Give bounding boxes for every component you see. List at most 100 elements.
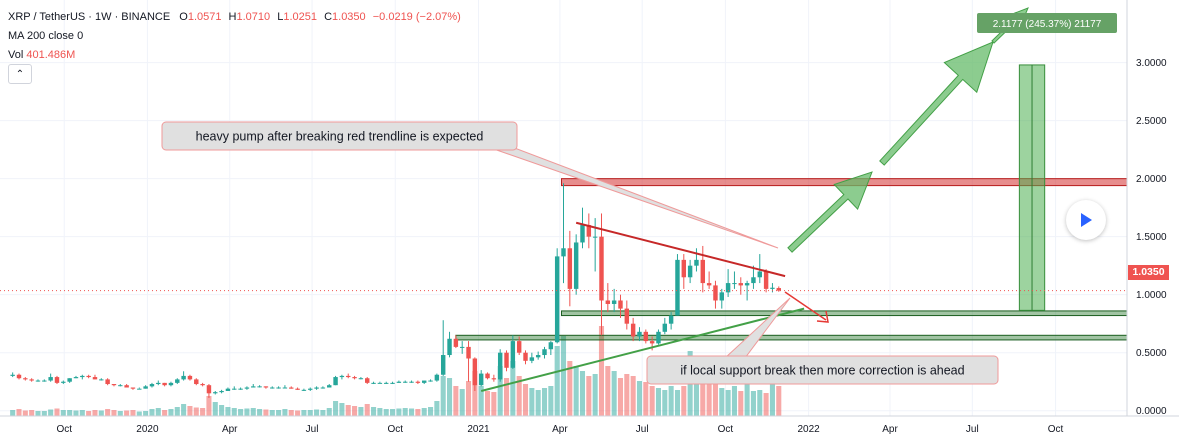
candle-body xyxy=(149,384,155,387)
candle-body xyxy=(447,338,452,356)
volume-bar xyxy=(22,410,28,416)
volume-bar xyxy=(586,376,592,416)
volume-bar xyxy=(447,378,453,416)
last-price-label: 1.0350 xyxy=(1128,265,1169,280)
candle-body xyxy=(301,389,307,391)
candle-body xyxy=(42,380,47,382)
volume-bar xyxy=(731,386,737,416)
volume-bar xyxy=(750,391,756,416)
volume-bar xyxy=(522,384,529,416)
volume-bar xyxy=(250,408,256,416)
high-value: 1.0710 xyxy=(236,11,271,23)
volume-bar xyxy=(314,409,320,416)
volume-bar xyxy=(92,410,98,416)
candle-body xyxy=(738,283,743,286)
measure-projection xyxy=(1018,64,1046,311)
x-tick-label: 2021 xyxy=(467,424,490,435)
volume-bar xyxy=(16,409,22,416)
candle-body xyxy=(466,346,471,359)
candle-body xyxy=(61,381,66,383)
candle-body xyxy=(270,387,275,389)
measure-label: 2.1177 (245.37%) 21177 xyxy=(977,13,1117,33)
candle-body xyxy=(681,259,687,278)
candle-body xyxy=(643,331,649,342)
volume-bar xyxy=(143,411,149,416)
volume-bar xyxy=(605,366,611,416)
candle-body xyxy=(187,375,193,380)
candle-body xyxy=(421,380,427,383)
candle-body xyxy=(668,315,674,324)
candle-body xyxy=(491,378,497,380)
volume-bar xyxy=(79,410,85,416)
volume-bar xyxy=(181,404,187,416)
candle-body xyxy=(244,387,250,389)
volume-bar xyxy=(162,410,168,416)
volume-bar xyxy=(415,409,421,416)
candle-body xyxy=(624,308,630,324)
volume-label: Vol xyxy=(8,49,24,61)
x-tick-label: 2022 xyxy=(797,424,820,435)
candle-body xyxy=(320,387,326,389)
candle-body xyxy=(289,387,294,389)
x-tick-label: Apr xyxy=(882,424,898,435)
symbol-title[interactable]: XRP / TetherUS · 1W · BINANCE xyxy=(8,11,171,23)
candle-body xyxy=(713,285,718,301)
time-axis-bg xyxy=(0,416,1179,439)
volume-bar xyxy=(630,376,636,416)
candle-body xyxy=(156,382,161,385)
volume-bar xyxy=(10,410,16,416)
candle-body xyxy=(592,236,598,238)
callout-correction: if local support break then more correct… xyxy=(646,297,999,385)
volume-bar xyxy=(225,407,231,416)
candle-body xyxy=(124,385,129,388)
callout-box xyxy=(646,355,999,385)
volume-legend[interactable]: Vol 401.486M xyxy=(8,46,465,65)
collapse-legend-button[interactable]: ⌃ xyxy=(8,64,32,84)
volume-bar xyxy=(554,346,560,416)
candle-body xyxy=(390,382,395,384)
volume-bar xyxy=(320,410,326,416)
volume-bar xyxy=(624,374,630,416)
candle-body xyxy=(86,375,91,378)
candle-body xyxy=(143,386,148,389)
volume-bar xyxy=(383,409,389,416)
x-tick-label: Jul xyxy=(966,424,979,435)
volume-bar xyxy=(396,408,402,416)
volume-bar xyxy=(390,409,396,416)
candle-body xyxy=(162,382,167,386)
volume-bar xyxy=(333,401,339,416)
candle-body xyxy=(200,384,205,386)
candle-body xyxy=(472,358,478,386)
candle-body xyxy=(402,381,408,383)
volume-bar xyxy=(402,408,408,416)
candle-body xyxy=(719,292,725,301)
candle-body xyxy=(346,375,351,378)
volume-bar xyxy=(453,386,459,416)
replay-play-button[interactable] xyxy=(1066,200,1106,240)
volume-bar xyxy=(459,389,465,416)
x-tick-label: Oct xyxy=(56,424,72,435)
volume-bar xyxy=(434,401,440,416)
x-tick-label: Apr xyxy=(222,424,238,435)
volume-bar xyxy=(409,408,415,416)
chart-legend: XRP / TetherUS · 1W · BINANCE O1.0571 H1… xyxy=(8,8,465,65)
volume-bar xyxy=(168,409,174,416)
candle-body xyxy=(23,378,28,380)
candle-body xyxy=(706,283,712,286)
candle-body xyxy=(175,379,180,383)
volume-bar xyxy=(497,366,503,416)
volume-bar xyxy=(130,410,136,416)
ma-indicator-label[interactable]: MA 200 close 0 xyxy=(8,30,84,42)
volume-bar xyxy=(516,376,522,416)
candle-body xyxy=(453,338,459,347)
y-tick-label: 0.0000 xyxy=(1136,406,1167,417)
candle-body xyxy=(365,378,370,383)
candle-body xyxy=(67,378,72,382)
price-axis-bg xyxy=(1127,0,1179,439)
volume-bar xyxy=(725,390,731,416)
volume-bar xyxy=(269,410,275,416)
candle-body xyxy=(263,386,269,388)
volume-bar xyxy=(371,407,377,416)
candle-body xyxy=(339,375,345,378)
